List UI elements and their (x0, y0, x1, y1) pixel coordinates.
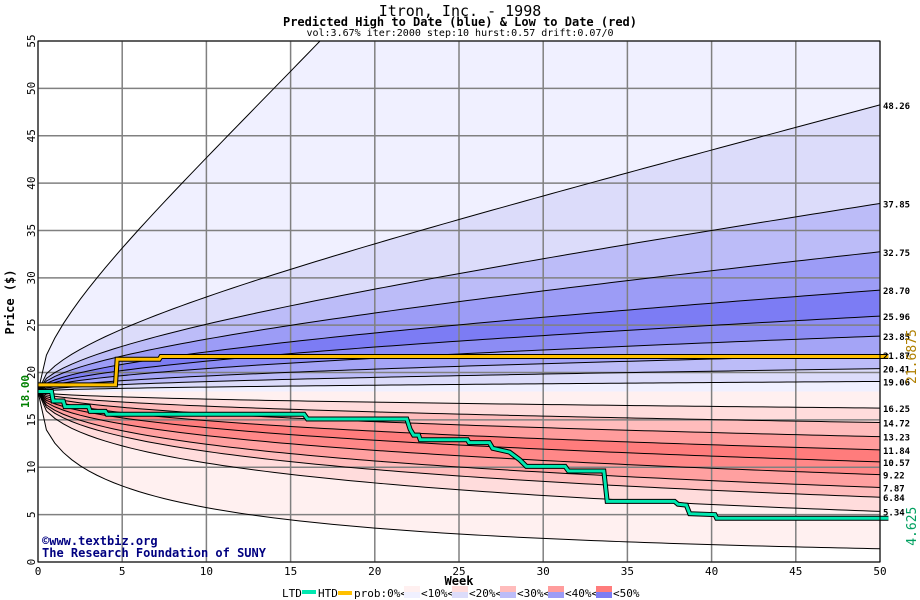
legend-swatch-blue (452, 592, 468, 598)
quantile-curve (38, 315, 880, 392)
legend-swatch-red (452, 586, 468, 592)
legend-swatch-blue (548, 592, 564, 598)
y-tick-label: 25 (25, 319, 38, 332)
band-end-label: 19.06 (883, 378, 910, 388)
band-end-label: 11.84 (883, 447, 911, 457)
legend-prob-label: prob:0%< (354, 587, 407, 600)
y-tick-label: 30 (25, 271, 38, 284)
legend-swatch-red (500, 586, 516, 592)
y-tick-label: 15 (25, 413, 38, 426)
start-price-label: 18.00 (19, 375, 32, 408)
quantile-curve (38, 335, 880, 392)
x-tick-label: 25 (452, 565, 465, 578)
x-tick-label: 5 (119, 565, 126, 578)
band-end-label: 6.84 (883, 494, 905, 504)
htd-final-label: 21.6875 (905, 329, 920, 384)
quantile-curve (38, 368, 880, 392)
band-end-label: 16.25 (883, 405, 910, 415)
x-tick-label: 35 (621, 565, 634, 578)
quantile-curve (38, 391, 880, 476)
band-end-label: 5.34 (883, 508, 905, 518)
legend-bin-label: <40%< (565, 587, 598, 600)
chart-params: vol:3.67% iter:2000 step:10 hurst:0.57 d… (306, 28, 614, 39)
x-tick-label: 20 (368, 565, 381, 578)
band-end-label: 7.87 (883, 484, 905, 494)
y-axis-label: Price ($) (3, 269, 17, 334)
x-tick-label: 15 (284, 565, 297, 578)
y-tick-label: 10 (25, 461, 38, 474)
ltd-line (38, 389, 889, 520)
legend-swatch-blue (404, 592, 420, 598)
quantile-curve (38, 391, 880, 438)
quantile-curve (38, 391, 880, 409)
credit-org: The Research Foundation of SUNY (42, 546, 267, 560)
quantile-curve (38, 391, 880, 512)
band-end-label: 25.96 (883, 313, 910, 323)
chart-subtitle: Predicted High to Date (blue) & Low to D… (282, 15, 637, 29)
legend-htd-label: HTD (318, 587, 338, 600)
x-tick-label: 50 (873, 565, 886, 578)
x-tick-label: 30 (537, 565, 550, 578)
band-end-label: 13.23 (883, 434, 910, 444)
band-end-label: 14.72 (883, 420, 910, 430)
x-tick-label: 10 (200, 565, 213, 578)
band-end-label: 28.70 (883, 287, 910, 297)
legend-swatch-blue (596, 592, 612, 598)
quantile-curve (38, 202, 880, 392)
quantile-curve (38, 380, 880, 392)
quantile-curve (38, 391, 880, 550)
x-tick-label: 0 (35, 565, 42, 578)
legend-htd-swatch (338, 591, 352, 595)
y-tick-label: 55 (25, 34, 38, 47)
quantile-curve (38, 41, 321, 392)
band-end-label: 20.41 (883, 366, 910, 376)
band-end-label: 48.26 (883, 102, 910, 112)
x-axis-label: Week (445, 574, 475, 588)
quantile-curve (38, 391, 880, 463)
plot-frame (37, 40, 881, 563)
x-tick-label: 45 (789, 565, 802, 578)
chart-title: Itron, Inc. - 1998 (378, 2, 542, 20)
legend-swatch-red (596, 586, 612, 592)
quantile-curve (38, 391, 880, 451)
band-end-label: 37.85 (883, 200, 910, 210)
band-end-label: 21.87 (883, 352, 910, 362)
band-end-label: 32.75 (883, 249, 910, 259)
htd-line (38, 355, 889, 387)
x-tick-label: 40 (705, 565, 718, 578)
y-tick-label: 45 (25, 129, 38, 142)
quantile-curve (38, 391, 880, 488)
legend-swatch-blue (500, 592, 516, 598)
legend-bin-label: <20%< (469, 587, 502, 600)
band-end-label: 23.85 (883, 333, 910, 343)
legend-bin-label: <30%< (517, 587, 550, 600)
legend-swatch-red (548, 586, 564, 592)
quantile-curve (38, 104, 880, 392)
band-end-label: 10.57 (883, 459, 910, 469)
legend-bin-label: <10%< (421, 587, 454, 600)
quantile-curve (38, 251, 880, 392)
y-tick-label: 40 (25, 176, 38, 189)
legend-ltd-label: LTD (282, 587, 302, 600)
y-tick-label: 50 (25, 82, 38, 95)
ltd-final-label: 4.625 (905, 507, 920, 546)
quantile-curve (38, 391, 880, 498)
y-tick-label: 35 (25, 224, 38, 237)
y-tick-label: 5 (25, 511, 38, 518)
legend-ltd-swatch (302, 590, 316, 594)
quantile-curve (38, 391, 880, 424)
band-end-label: 9.22 (883, 472, 905, 482)
legend-swatch-red (404, 586, 420, 592)
y-tick-label: 20 (25, 366, 38, 379)
credit-url: ©www.textbiz.org (42, 534, 158, 548)
y-tick-label: 0 (25, 559, 38, 566)
legend-bin-label: <50% (613, 587, 640, 600)
